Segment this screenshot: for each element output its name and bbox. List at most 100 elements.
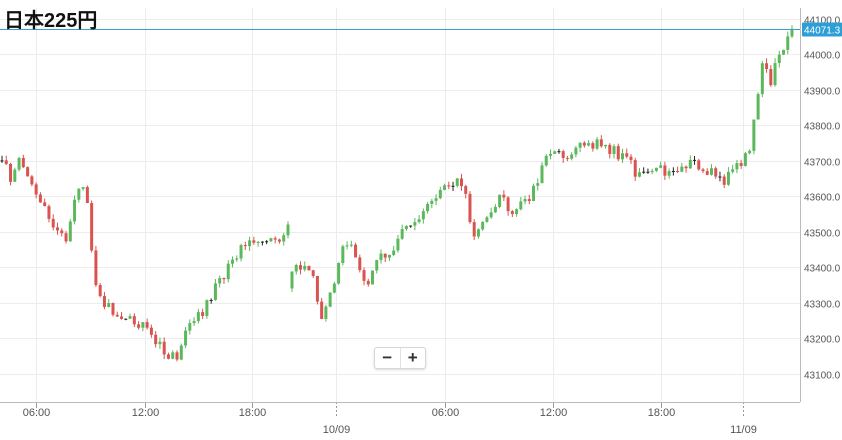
candle-body [324,306,328,319]
candle-body [714,168,718,177]
candle-body [68,221,72,242]
candle-body [464,186,468,194]
candle-body [561,151,565,158]
candle-body [307,265,311,271]
zoom-out-button[interactable]: − [382,348,393,367]
candle-body [303,265,307,270]
candle-body [633,160,637,177]
candle-body [510,211,514,215]
candle-body [184,330,188,346]
candle-body [154,334,158,345]
candle-body [30,176,34,185]
candle-body [149,327,153,335]
x-tick-label: 06:00 [23,407,51,419]
candle-body [515,209,519,215]
candle-body [166,354,170,359]
candle-body [400,228,404,239]
candle-body [455,178,459,186]
candle-body [595,139,599,149]
candle-body [722,176,726,185]
candle-body [26,167,30,177]
candle-body [587,143,591,146]
candle-body [553,151,557,154]
candle-body [680,166,684,172]
zoom-in-button[interactable]: + [399,348,426,368]
candle-body [709,168,713,175]
candle-body [379,253,383,261]
candle-body [409,225,413,227]
candle-body [502,194,506,198]
candle-body [362,270,366,281]
candle-body [55,227,59,231]
candle-body [171,352,175,359]
candle-body [175,352,179,360]
candle-body [209,299,213,301]
candle-body [132,316,136,325]
candle-body [239,245,243,259]
candle-body [735,163,739,170]
candle-body [387,254,391,258]
x-tick-label: 12:00 [132,407,160,419]
candle-body [188,323,192,331]
candle-body [21,157,25,168]
candle-body [9,163,13,182]
candle-body [375,260,379,271]
candle-body [426,203,430,212]
candle-body [608,144,612,154]
candle-body [697,160,701,170]
candle-body [676,171,680,173]
candle-body [570,154,574,159]
candle-body [536,183,540,186]
y-tick-label: 43900.0 [804,87,841,98]
candle-body [506,197,510,212]
candle-body [226,263,230,280]
y-tick-label: 43700.0 [804,158,841,169]
x-tick-label: 10/09 [323,424,351,436]
candle-body [667,171,671,176]
candle-body [320,301,324,319]
candle-body [769,69,773,86]
candle-body [179,345,183,360]
candle-body [548,153,552,156]
candle-body [111,303,115,315]
candle-body [81,187,85,189]
candle-body [739,163,743,166]
current-price-tag [802,22,842,37]
candle-body [13,169,17,182]
candle-body [629,156,633,161]
candle-body [565,157,569,159]
candle-body [489,212,493,218]
candle-body [599,139,603,147]
candle-body [162,341,166,355]
candle-body [43,202,47,207]
candle-body [404,226,408,229]
candle-body [124,318,128,320]
candle-body [523,199,527,202]
candle-body [612,146,616,154]
candle-body [782,49,786,55]
candle-body [752,119,756,151]
candle-body [248,240,252,247]
candle-body [73,199,77,222]
candle-body [366,280,370,285]
candle-body [625,153,629,157]
candle-body [688,159,692,169]
candle-body [650,170,654,173]
candle-body [315,275,319,302]
candle-body [4,160,8,164]
candle-body [756,94,760,120]
candle-body [201,312,205,317]
y-tick-label: 43800.0 [804,122,841,133]
candle-body [77,188,81,200]
candle-body [430,200,434,204]
y-tick-label: 43500.0 [804,229,841,240]
candle-body [578,142,582,148]
y-tick-label: 44000.0 [804,51,841,62]
candle-body [192,321,196,324]
candle-body [591,143,595,149]
current-price-label: 44071.3 [804,26,841,37]
y-tick-label: 43400.0 [804,264,841,275]
candle-body [282,235,286,242]
candle-body [726,171,730,185]
